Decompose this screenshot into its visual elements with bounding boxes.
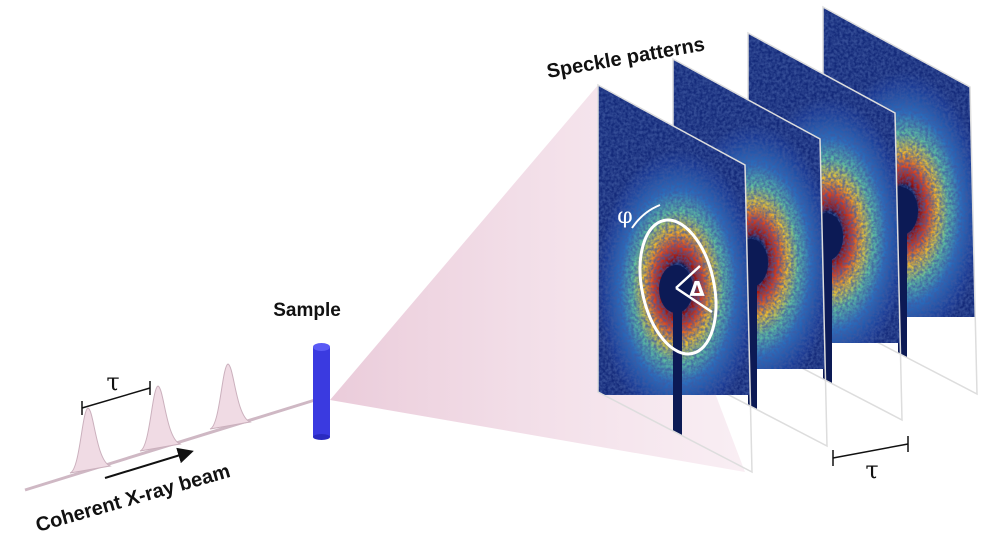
diagram: Coherent X-ray beam τ Sample Speckle pat… <box>0 0 990 538</box>
angle-label: φ <box>617 204 632 229</box>
pulse-spacing-label: τ <box>106 368 119 396</box>
beam-label: Coherent X-ray beam <box>33 460 232 537</box>
sample <box>313 343 330 440</box>
pulses <box>70 364 250 473</box>
sample-label: Sample <box>273 300 341 321</box>
delta-label: Δ <box>689 277 705 301</box>
frame-spacing-label: τ <box>865 456 878 484</box>
